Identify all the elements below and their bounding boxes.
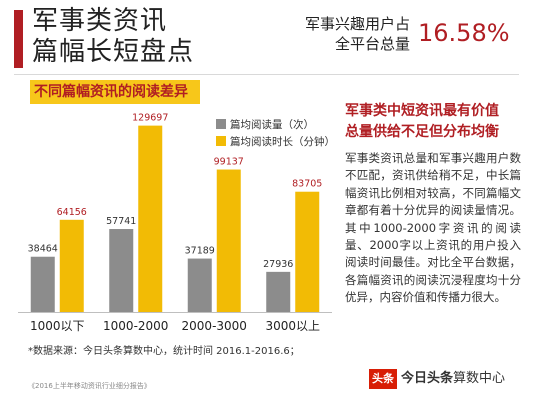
x-tick-label-2: 2000-3000 (182, 319, 247, 333)
bar-chart: 38464 64156 1000以下 57741 129697 1000-2000 3718… (18, 113, 335, 333)
bar-duration-3 (295, 191, 320, 312)
data-label-duration-3: 83705 (292, 179, 322, 190)
data-label-duration-0: 64156 (57, 207, 87, 218)
footer-brand-rest: 算数中心 (453, 371, 506, 386)
data-label-reads-0: 38464 (28, 244, 58, 255)
stat-label: 军事兴趣用户占 全平台总量 (296, 14, 410, 54)
x-tick-label-1: 1000-2000 (103, 319, 168, 333)
footer-brand: 今日头条算数中心 (401, 369, 505, 389)
stat-label-line2: 全平台总量 (334, 35, 410, 53)
toutiao-logo: 头条 (369, 369, 397, 389)
description-text: 军事类资讯总量和军事兴趣用户数不匹配，资讯供给稍不足，中长篇幅资讯比例相对较高，… (345, 151, 521, 305)
x-tick-label-3: 3000以上 (265, 319, 320, 333)
report-source-note: 《2016上半年移动资讯行业细分报告》 (28, 382, 151, 390)
data-label-reads-1: 57741 (106, 216, 136, 227)
callout: 军事类中短资讯最有价值 总量供给不足但分布均衡 (345, 101, 521, 143)
data-label-reads-2: 37189 (185, 246, 215, 257)
page-title-line2: 篇幅长短盘点 (32, 37, 195, 67)
bar-duration-1 (138, 125, 163, 312)
chart-title: 不同篇幅资讯的阅读差异 (34, 84, 188, 100)
bar-reads-2 (187, 258, 212, 312)
legend-label-1: 篇均阅读时长（分钟） (230, 135, 335, 148)
data-label-duration-2: 99137 (214, 157, 244, 168)
title-accent-bar (14, 10, 23, 68)
page-title: 军事类资讯 篇幅长短盘点 (32, 6, 194, 68)
bar-reads-0 (30, 256, 55, 312)
stat-value: 16.58% (418, 19, 510, 47)
chart-title-highlight (30, 80, 200, 104)
legend-swatch-1 (216, 136, 226, 146)
bar-duration-2 (216, 169, 241, 312)
bar-reads-1 (109, 229, 134, 312)
header-divider (14, 74, 519, 75)
callout-line2: 总量供给不足但分布均衡 (345, 124, 499, 140)
data-label-reads-3: 27936 (263, 259, 293, 270)
legend-label-0: 篇均阅读量（次） (230, 118, 314, 131)
data-label-duration-1: 129697 (132, 113, 168, 124)
bar-reads-3 (266, 271, 291, 312)
bar-duration-0 (59, 219, 84, 312)
page-title-line1: 军事类资讯 (32, 6, 168, 36)
callout-line1: 军事类中短资讯最有价值 (345, 103, 499, 119)
footer-brand-bold: 今日头条 (401, 371, 454, 386)
stat-label-line1: 军事兴趣用户占 (304, 15, 410, 33)
x-tick-label-0: 1000以下 (30, 319, 85, 333)
data-source-footnote: *数据来源：今日头条算数中心，统计时间 2016.1-2016.6； (28, 346, 300, 357)
legend-swatch-0 (216, 119, 226, 129)
